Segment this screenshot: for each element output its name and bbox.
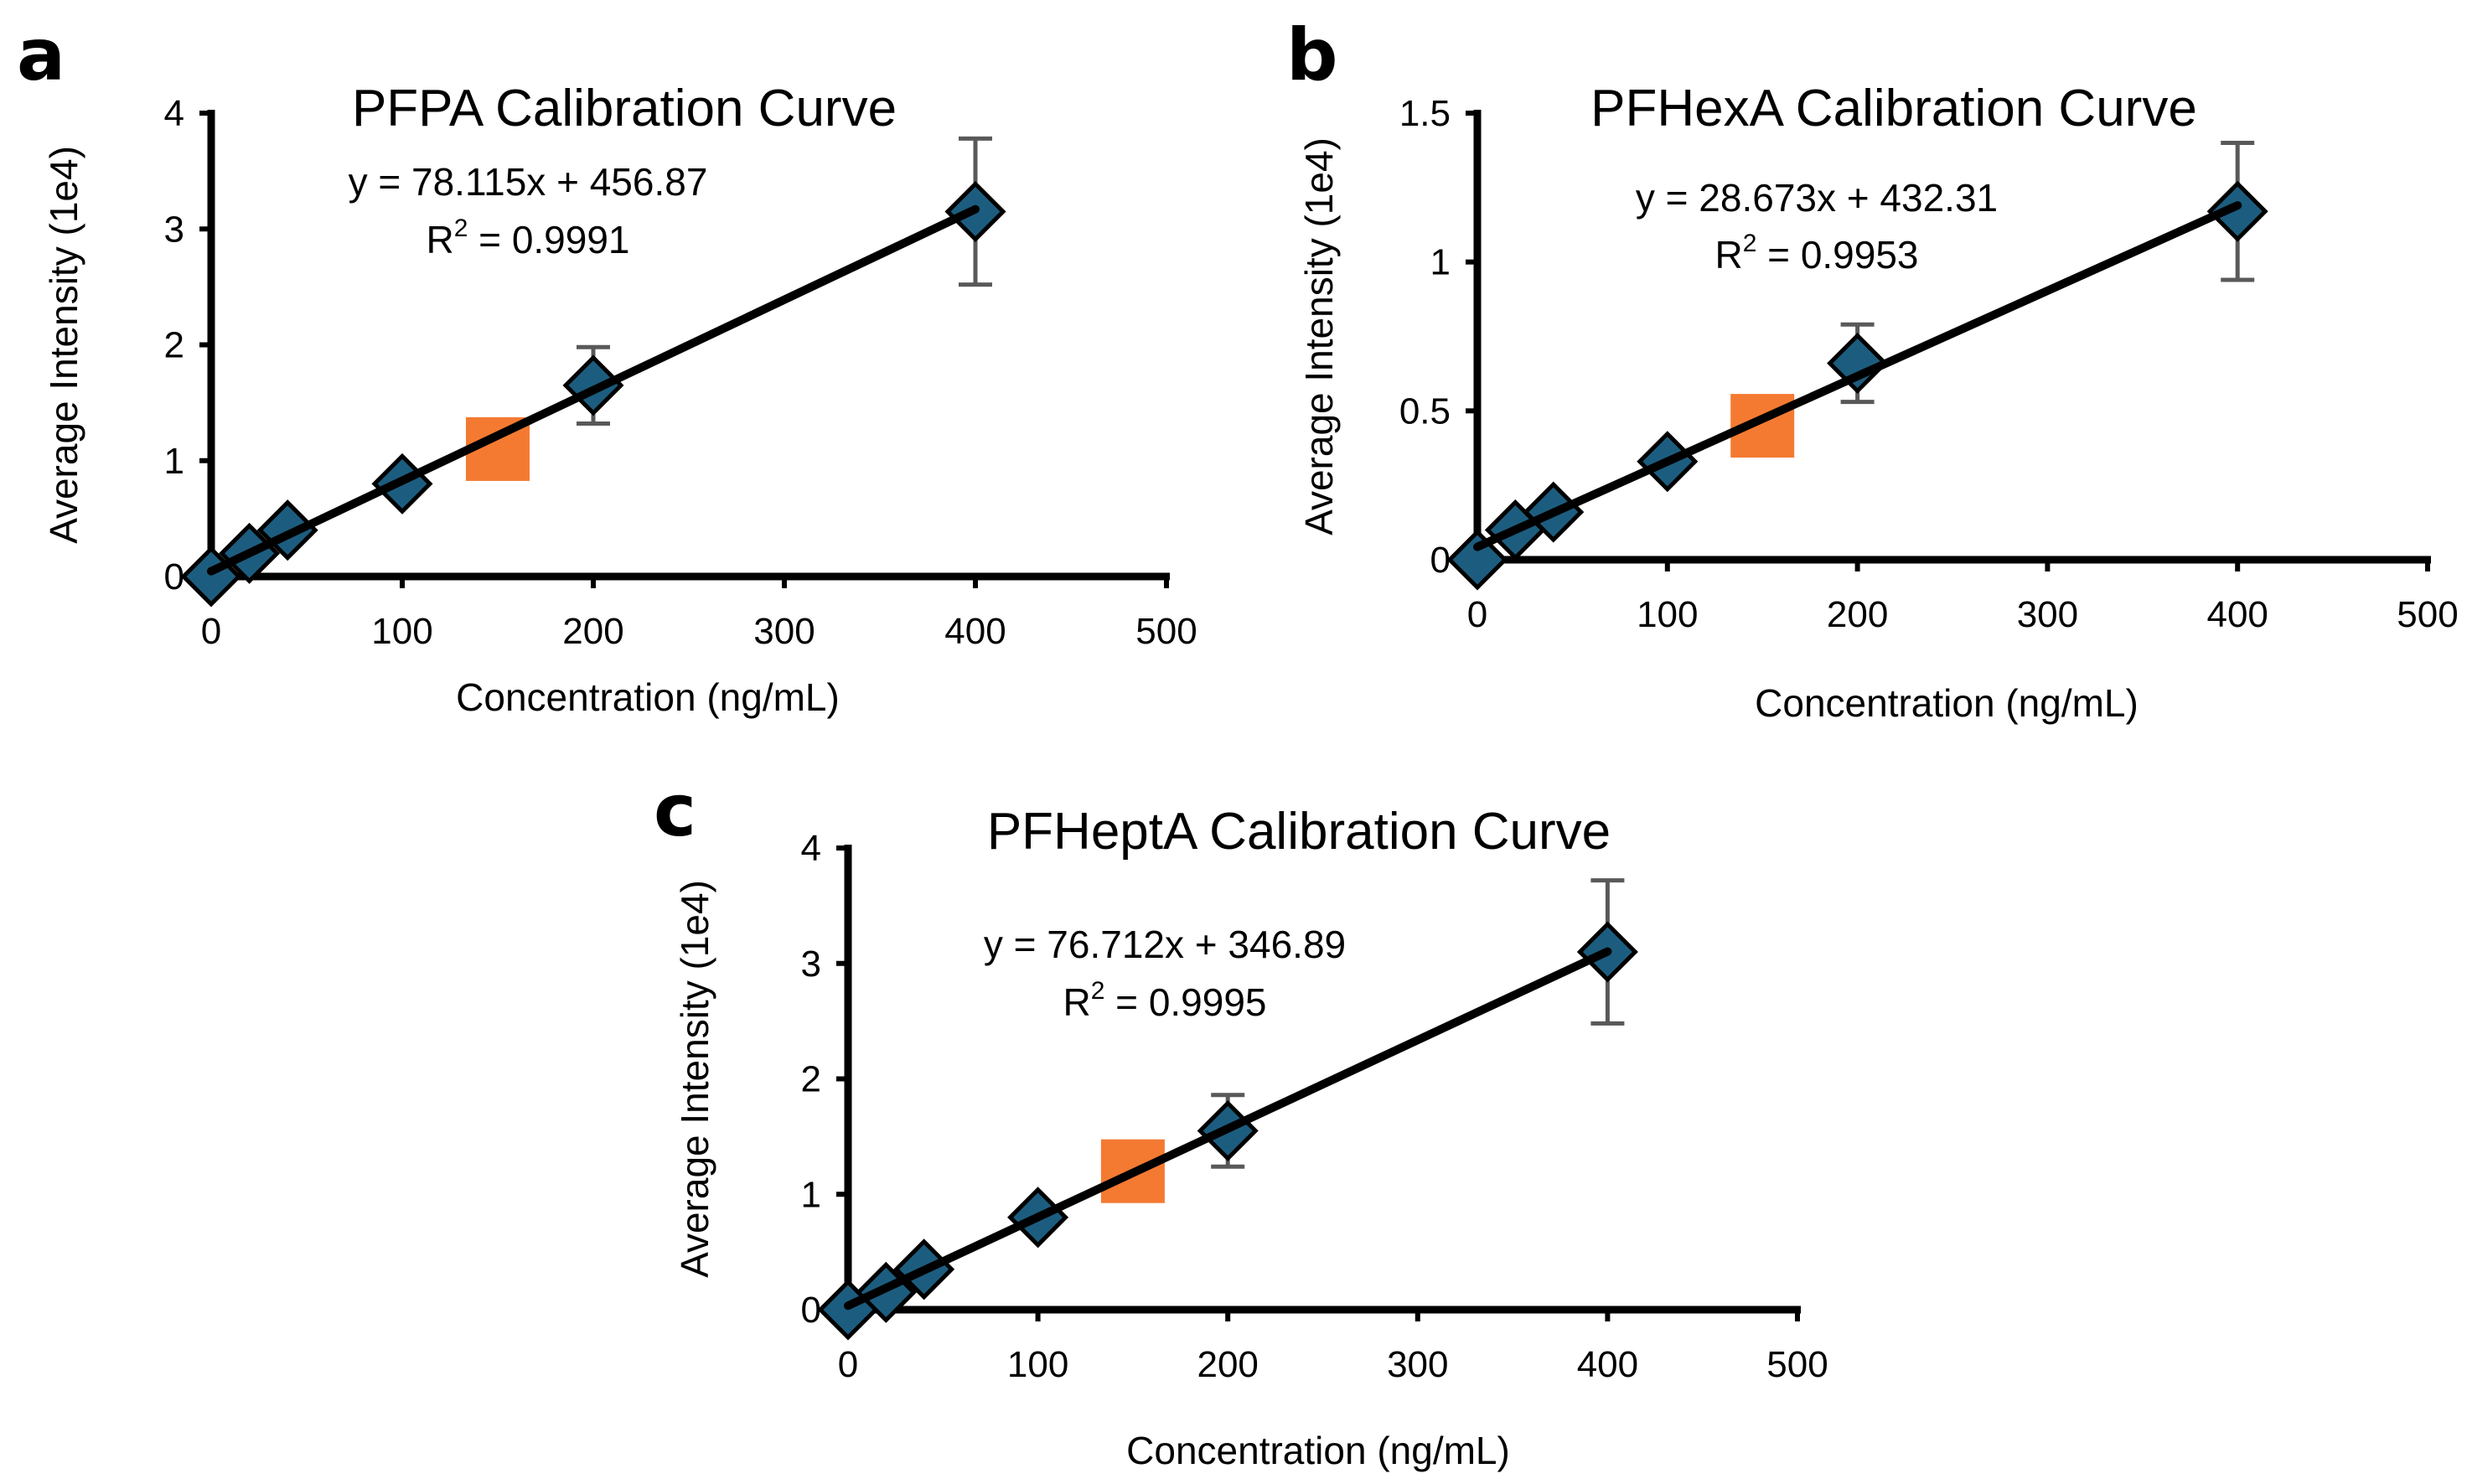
y-tick-label: 3 [164,209,184,250]
x-tick-label: 400 [1577,1344,1638,1385]
r-squared-symbol: R [1063,980,1090,1024]
r-squared-exponent: 2 [1091,977,1105,1005]
y-tick-label: 1 [801,1174,821,1215]
r-squared-exponent: 2 [1743,230,1757,257]
r-squared-value: = 0.9991 [468,218,629,261]
data-point [1827,332,1889,395]
y-tick-label: 0 [164,556,184,597]
y-tick-label: 0 [1430,540,1451,581]
x-tick-label: 0 [201,611,221,652]
trendline-equation: y = 78.115x + 456.87 [349,160,708,204]
x-tick-label: 400 [2206,594,2268,635]
r-squared-label: R2 = 0.9953 [1714,230,1918,277]
x-tick-label: 100 [1637,594,1698,635]
r-squared-value: = 0.9953 [1756,233,1918,277]
chart-title: PFPA Calibration Curve [352,80,897,137]
y-tick-label: 1 [1430,242,1451,283]
r-squared-exponent: 2 [454,215,468,242]
y-axis-label: Average Intensity (1e4) [1297,137,1341,535]
panel-letter: c [654,769,696,853]
trendline [1473,201,2242,551]
trendline [844,947,1612,1311]
x-tick-label: 500 [1135,611,1197,652]
trendline-equation: y = 76.712x + 346.89 [984,923,1346,966]
r-squared-symbol: R [426,218,453,261]
y-axis-label: Average Intensity (1e4) [673,880,716,1278]
x-tick-label: 300 [2017,594,2078,635]
y-tick-label: 1.5 [1399,93,1451,134]
y-tick-label: 2 [801,1059,821,1100]
x-tick-label: 200 [1827,594,1888,635]
y-tick-label: 1 [164,441,184,482]
trendline-equation: y = 28.673x + 432.31 [1636,176,1998,220]
x-tick-label: 0 [838,1344,858,1385]
chart-panel-b: b PFHexA Calibration Curve 0 0.5 1 1.5 0 100 200… [1286,13,2459,725]
chart-panel-c: c PFHeptA Calibration Curve 0 1 2 3 4 0 100 200 30… [654,769,1828,1472]
chart-panel-a: a PFPA Calibration Curve 0 1 2 3 4 0 100 200 300 40… [17,13,1197,719]
data-point [2206,180,2268,242]
x-tick-label: 0 [1467,594,1487,635]
chart-title: PFHexA Calibration Curve [1590,80,2197,137]
r-squared-value: = 0.9995 [1104,980,1266,1024]
x-tick-label: 200 [562,611,623,652]
y-axis-label: Average Intensity (1e4) [42,146,85,544]
r-squared-symbol: R [1714,233,1742,277]
x-tick-label: 500 [2397,594,2458,635]
x-axis-label: Concentration (ng/mL) [1126,1429,1510,1472]
x-axis-label: Concentration (ng/mL) [456,675,840,719]
r-squared-label: R2 = 0.9995 [1063,977,1266,1024]
y-tick-label: 4 [164,93,184,134]
x-tick-label: 300 [1387,1344,1448,1385]
panel-letter: a [17,13,65,97]
x-tick-label: 400 [944,611,1006,652]
y-tick-label: 3 [801,944,821,985]
trendline [207,204,980,576]
y-tick-label: 0.5 [1399,390,1451,432]
y-tick-label: 4 [801,828,821,869]
y-tick-label: 0 [801,1290,821,1331]
x-tick-label: 200 [1197,1344,1258,1385]
data-point [1446,529,1508,591]
panel-letter: b [1286,13,1338,97]
x-tick-label: 100 [371,611,432,652]
r-squared-label: R2 = 0.9991 [426,215,629,261]
x-tick-label: 500 [1766,1344,1828,1385]
y-tick-label: 2 [164,325,184,366]
x-axis-label: Concentration (ng/mL) [1755,681,2139,725]
x-tick-label: 300 [753,611,815,652]
chart-title: PFHeptA Calibration Curve [987,803,1611,861]
x-tick-label: 100 [1007,1344,1068,1385]
